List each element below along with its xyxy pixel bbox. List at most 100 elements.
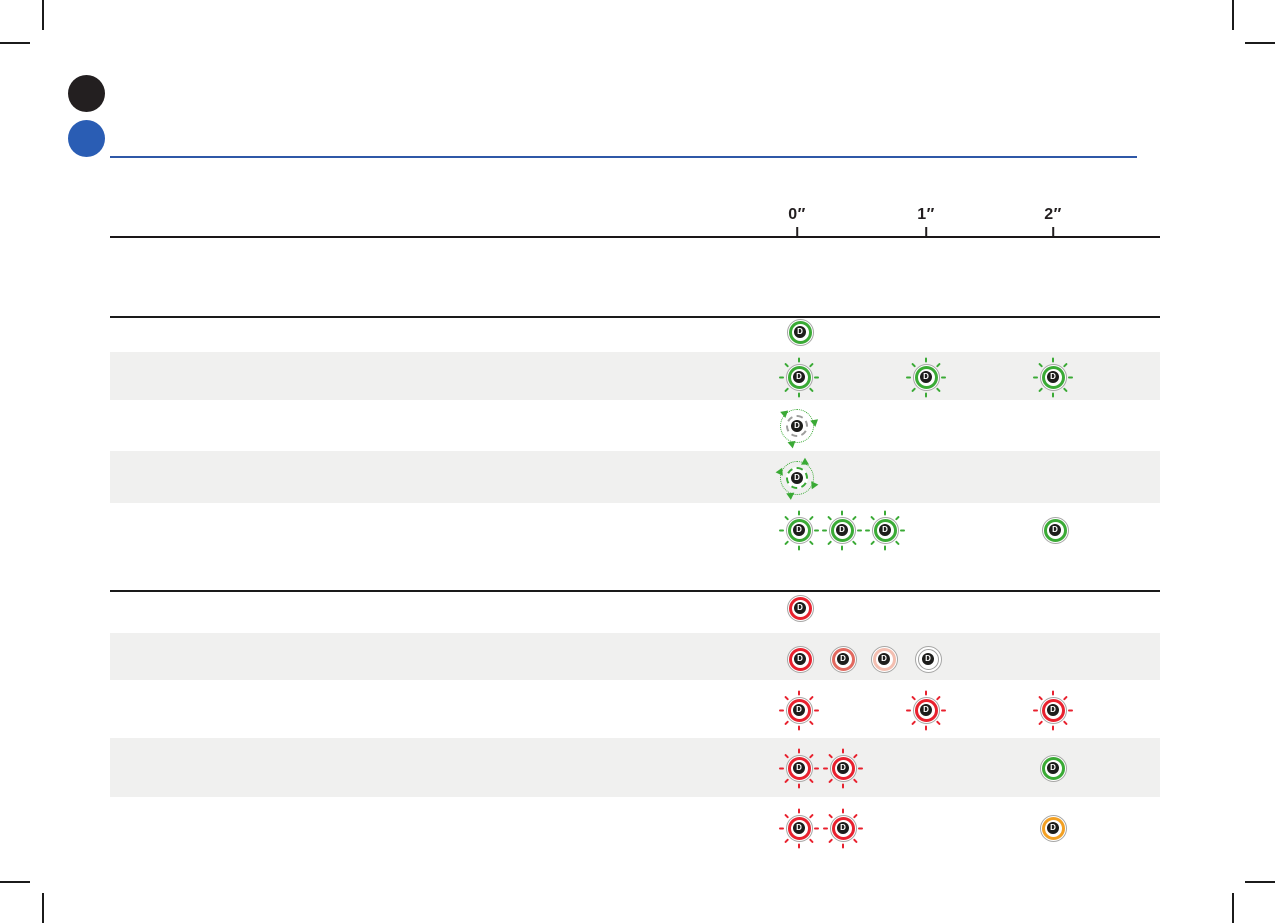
flash-ray [1068, 709, 1073, 711]
flash-ray [827, 539, 833, 545]
flash-ray [779, 767, 784, 769]
led-flashing-icon: D [779, 510, 819, 550]
power-glyph: D [1047, 371, 1059, 383]
led-ring: D [788, 320, 812, 344]
led-bulb: D [829, 645, 857, 673]
flash-ray [808, 813, 814, 819]
led-solid-icon: D [780, 639, 820, 679]
led-ring: D [873, 518, 897, 542]
flash-ray [1038, 695, 1044, 701]
flash-ray [784, 386, 790, 392]
led-bulb: D [785, 814, 813, 842]
rotation-path [780, 461, 814, 495]
flash-ray [784, 515, 790, 521]
flash-ray [865, 529, 870, 531]
table-row [110, 400, 1160, 451]
flash-ray [798, 510, 800, 515]
flash-ray [925, 357, 927, 362]
led-ring: D [831, 756, 855, 780]
led-ring: D [788, 647, 812, 671]
flash-ray [851, 515, 857, 521]
power-glyph: D [1047, 822, 1059, 834]
flash-ray [798, 690, 800, 695]
flash-ray [935, 719, 941, 725]
flash-ray [798, 843, 800, 848]
flash-ray [1052, 690, 1054, 695]
flash-ray [784, 777, 790, 783]
led-solid-icon: D [1035, 510, 1075, 550]
flash-ray [822, 529, 827, 531]
flash-ray [828, 753, 834, 759]
rotation-path [780, 409, 814, 443]
led-bulb: D [829, 814, 857, 842]
flash-ray [841, 510, 843, 515]
flash-ray [828, 813, 834, 819]
timeline-tick-mark [796, 227, 798, 236]
crop-mark [1245, 881, 1275, 883]
power-glyph: D [791, 472, 803, 484]
flash-ray [906, 709, 911, 711]
flash-ray [828, 777, 834, 783]
flash-ray [841, 545, 843, 550]
flash-ray [1062, 362, 1068, 368]
led-bulb: D [786, 318, 814, 346]
flash-ray [911, 719, 917, 725]
flash-ray [784, 837, 790, 843]
flash-ray [935, 362, 941, 368]
flash-ray [779, 376, 784, 378]
power-glyph: D [794, 602, 806, 614]
flash-ray [906, 376, 911, 378]
flash-ray [808, 695, 814, 701]
power-glyph: D [1049, 524, 1061, 536]
flash-ray [935, 386, 941, 392]
flash-ray [852, 813, 858, 819]
power-glyph: D [837, 762, 849, 774]
table-row [110, 797, 1160, 860]
flash-ray [842, 748, 844, 753]
flash-ray [925, 392, 927, 397]
flash-ray [784, 813, 790, 819]
flash-ray [852, 837, 858, 843]
flash-ray [858, 827, 863, 829]
flash-ray [857, 529, 862, 531]
led-rotating-icon: D [777, 406, 820, 448]
flash-ray [1068, 376, 1073, 378]
led-solid-icon: D [823, 639, 863, 679]
power-glyph: D [920, 704, 932, 716]
power-glyph: D [794, 653, 806, 665]
section-rule [110, 316, 1160, 318]
led-bulb: D [914, 645, 942, 673]
power-glyph: D [836, 524, 848, 536]
flash-ray [1052, 357, 1054, 362]
led-solid-icon: D [1033, 748, 1073, 788]
led-bulb: D [912, 363, 940, 391]
table-row [110, 738, 1160, 797]
led-bulb: D [785, 696, 813, 724]
led-bulb: D [829, 754, 857, 782]
flash-ray [1062, 719, 1068, 725]
crop-mark [1232, 0, 1234, 30]
power-glyph: D [1047, 704, 1059, 716]
led-ring: D [788, 596, 812, 620]
led-ring: D [1043, 518, 1067, 542]
led-ring: D [1041, 756, 1065, 780]
flash-ray [900, 529, 905, 531]
flash-ray [1033, 709, 1038, 711]
power-glyph: D [793, 762, 805, 774]
led-bulb: D [871, 516, 899, 544]
table-row [110, 680, 1160, 738]
led-ring: D [831, 647, 855, 671]
flash-ray [779, 827, 784, 829]
led-rotating-icon: D [775, 457, 819, 500]
led-flashing-icon: D [779, 808, 819, 848]
flash-ray [808, 837, 814, 843]
led-bulb: D [785, 516, 813, 544]
flash-ray [798, 545, 800, 550]
led-bulb: D [785, 754, 813, 782]
led-bulb: D [912, 696, 940, 724]
flash-ray [784, 753, 790, 759]
flash-ray [842, 843, 844, 848]
